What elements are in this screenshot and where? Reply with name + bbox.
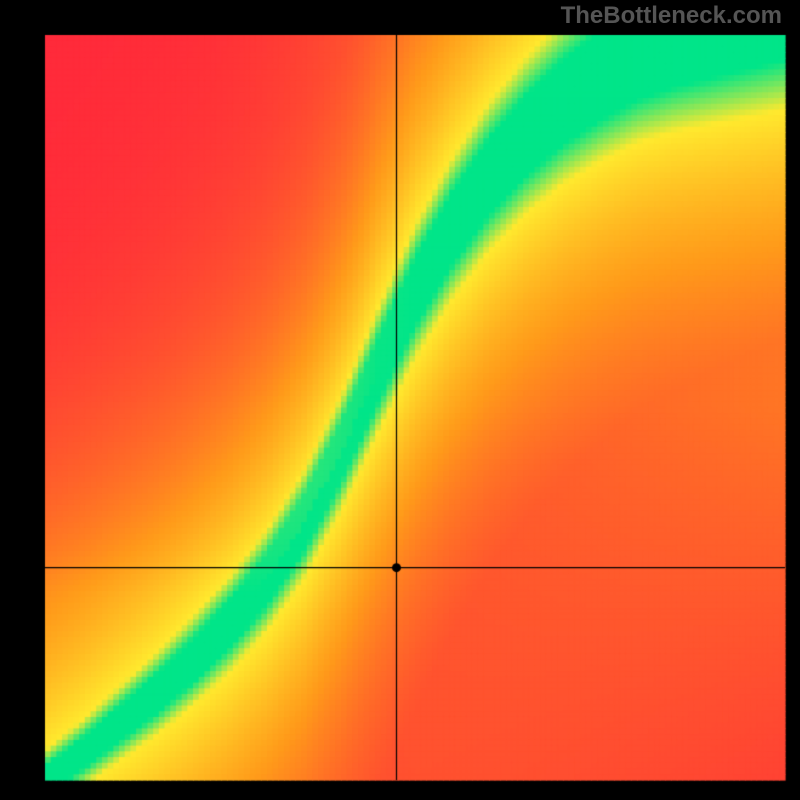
bottleneck-heatmap [0,0,800,800]
watermark-text: TheBottleneck.com [561,2,782,30]
